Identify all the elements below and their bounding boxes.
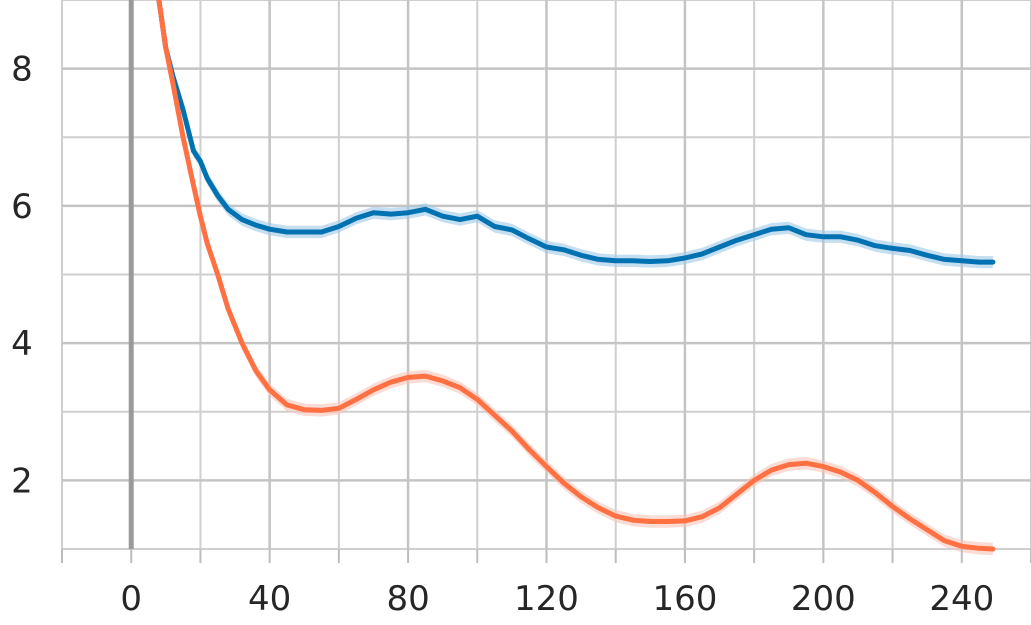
x-tick-label: 200 xyxy=(791,579,856,619)
x-tick-label: 0 xyxy=(120,579,142,619)
x-axis-ticks: 0 40 80 120 160 200 240 xyxy=(61,549,1031,619)
x-tick-label: 80 xyxy=(386,579,429,619)
x-tick-label: 240 xyxy=(929,579,994,619)
y-tick-label: 4 xyxy=(11,324,33,364)
y-tick-label: 2 xyxy=(11,461,33,501)
series-1-line xyxy=(156,0,996,552)
y-tick-label: 8 xyxy=(11,50,33,90)
y-axis-ticks: 2 4 6 8 xyxy=(11,50,33,502)
series-lines xyxy=(156,0,996,552)
y-tick-label: 6 xyxy=(11,187,33,227)
x-tick-label: 160 xyxy=(652,579,717,619)
x-tick-label: 120 xyxy=(514,579,579,619)
x-tick-label: 40 xyxy=(248,579,291,619)
series-0-line xyxy=(156,0,996,265)
